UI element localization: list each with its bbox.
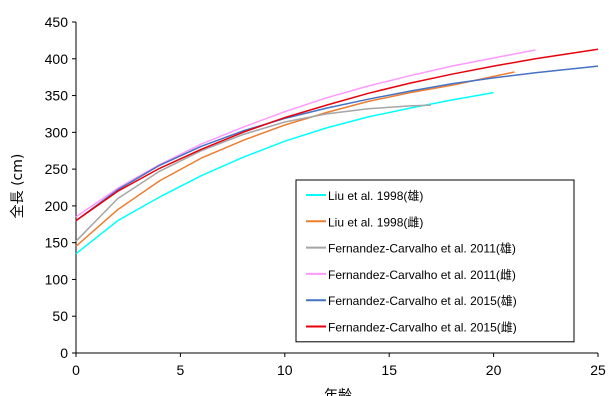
legend-label: Liu et al. 1998(雌)	[328, 214, 423, 229]
legend: Liu et al. 1998(雄) Liu et al. 1998(雌) Fern…	[295, 179, 575, 343]
y-tick-label: 200	[45, 198, 69, 214]
x-tick-label: 20	[486, 362, 502, 378]
y-tick-label: 250	[45, 161, 69, 177]
y-tick-label: 100	[45, 271, 69, 287]
legend-label: Fernandez-Carvalho et al. 2011(雄)	[328, 241, 516, 256]
legend-label: Fernandez-Carvalho et al. 2015(雌)	[328, 320, 517, 335]
series-layer	[75, 48, 599, 255]
series-line-3	[75, 104, 432, 242]
y-tick-label: 350	[45, 88, 69, 104]
y-tick-label: 450	[45, 14, 69, 30]
legend-label: Fernandez-Carvalho et al. 2015(雄)	[328, 293, 517, 308]
series-line-6	[75, 48, 599, 222]
y-tick-label: 0	[60, 345, 68, 361]
x-tick-label: 5	[177, 362, 185, 378]
y-tick-label: 150	[45, 235, 69, 251]
x-tick-label: 10	[277, 362, 293, 378]
x-tick-label: 15	[381, 362, 397, 378]
legend-label: Fernandez-Carvalho et al. 2011(雌)	[328, 267, 516, 282]
y-tick-label: 300	[45, 124, 69, 140]
y-tick-label: 400	[45, 51, 69, 67]
legend-box	[295, 179, 575, 343]
x-tick-label: 25	[590, 362, 606, 378]
series-line-5	[75, 65, 599, 222]
legend-label: Liu et al. 1998(雄)	[328, 188, 423, 203]
y-tick-label: 50	[52, 308, 68, 324]
axes: 0 50 100 150 200 250 300 350 400 450 0 5 10 15 20 25	[45, 14, 606, 378]
x-tick-label: 0	[72, 362, 80, 378]
y-axis-title: 全長 (cm)	[9, 154, 26, 219]
x-axis-title: 年齢	[324, 388, 352, 396]
series-line-2	[75, 71, 515, 247]
